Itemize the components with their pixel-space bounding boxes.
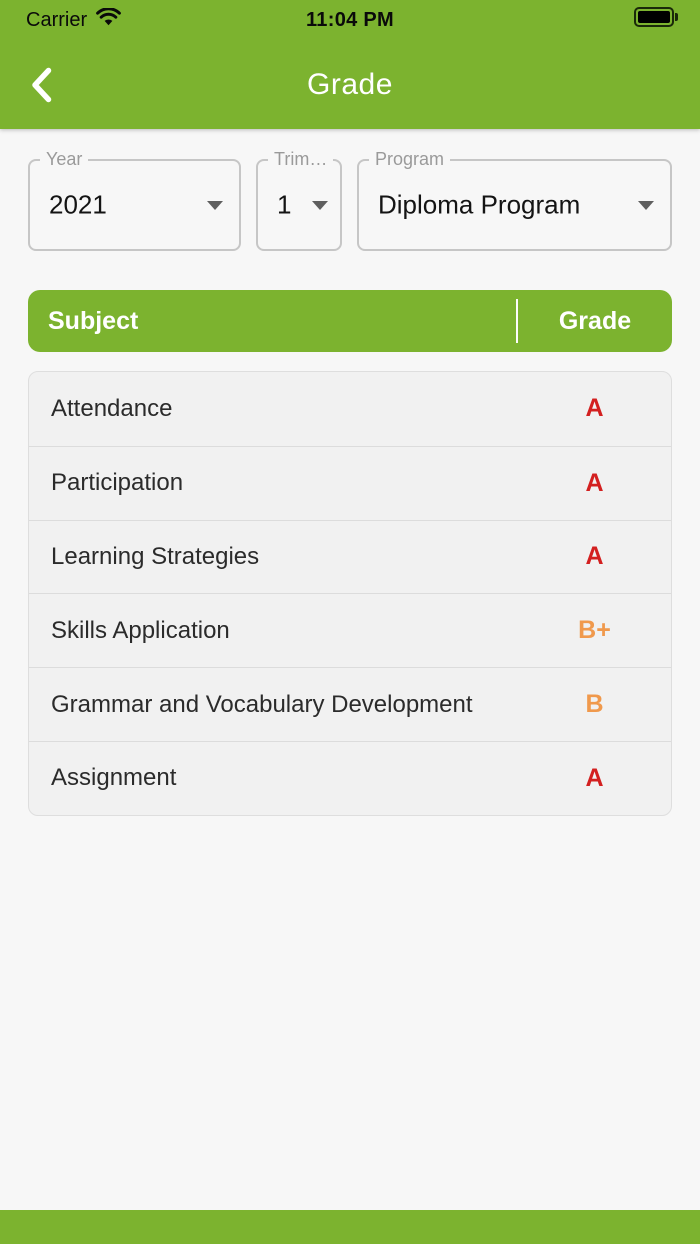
grade-row: Attendance A bbox=[29, 372, 671, 446]
subject-label: Participation bbox=[51, 469, 184, 497]
nav-bar: Grade bbox=[0, 40, 700, 129]
subject-label: Attendance bbox=[51, 394, 173, 422]
status-left: Carrier bbox=[26, 7, 122, 32]
program-select-value: Diploma Program bbox=[378, 189, 581, 220]
status-right bbox=[634, 7, 678, 33]
column-header-grade: Grade bbox=[558, 306, 632, 335]
subject-label: Skills Application bbox=[51, 616, 230, 644]
status-time: 11:04 PM bbox=[305, 8, 395, 31]
subject-label: Assignment bbox=[51, 764, 177, 792]
grade-value: B bbox=[585, 690, 604, 719]
subject-label: Learning Strategies bbox=[51, 542, 260, 570]
dropdown-arrow-icon bbox=[312, 201, 328, 210]
column-divider bbox=[516, 299, 518, 343]
battery-fill bbox=[638, 11, 670, 23]
trimester-select[interactable]: Trim… 1 bbox=[256, 149, 342, 251]
grade-value: A bbox=[585, 394, 604, 423]
table-header: Subject Grade bbox=[28, 290, 672, 352]
status-bar: Carrier 11:04 PM bbox=[0, 0, 700, 40]
trimester-select-label: Trim… bbox=[268, 149, 334, 170]
trimester-select-value: 1 bbox=[277, 189, 292, 220]
bottom-safe-area bbox=[0, 1210, 700, 1244]
app-header: Carrier 11:04 PM bbox=[0, 0, 700, 129]
grade-value: A bbox=[585, 763, 604, 792]
grade-row: Participation A bbox=[29, 445, 671, 520]
battery-icon bbox=[634, 7, 678, 27]
program-select-label: Program bbox=[369, 149, 451, 170]
filter-row: Year 2021 Trim… 1 Program Diploma Progra… bbox=[0, 149, 700, 251]
page-title: Grade bbox=[307, 67, 393, 101]
grade-value: A bbox=[585, 542, 604, 571]
year-select-label: Year bbox=[40, 149, 89, 170]
dropdown-arrow-icon bbox=[207, 201, 223, 210]
grade-row: Assignment A bbox=[29, 740, 671, 815]
column-header-subject: Subject bbox=[48, 306, 139, 335]
program-select[interactable]: Program Diploma Program bbox=[357, 149, 672, 251]
subject-label: Grammar and Vocabulary Development bbox=[51, 690, 473, 718]
carrier-label: Carrier bbox=[26, 8, 88, 31]
wifi-icon bbox=[96, 7, 122, 32]
year-select[interactable]: Year 2021 bbox=[28, 149, 241, 251]
year-select-value: 2021 bbox=[49, 189, 107, 220]
dropdown-arrow-icon bbox=[638, 201, 654, 210]
grade-row: Learning Strategies A bbox=[29, 519, 671, 594]
back-button[interactable] bbox=[24, 62, 58, 108]
grade-value: B+ bbox=[578, 616, 611, 645]
chevron-left-icon bbox=[28, 67, 54, 107]
battery-nub bbox=[675, 13, 678, 21]
grade-row: Grammar and Vocabulary Development B bbox=[29, 667, 671, 741]
grade-list: Attendance A Participation A Learning St… bbox=[28, 371, 672, 816]
grade-value: A bbox=[585, 468, 604, 497]
grade-row: Skills Application B+ bbox=[29, 593, 671, 667]
